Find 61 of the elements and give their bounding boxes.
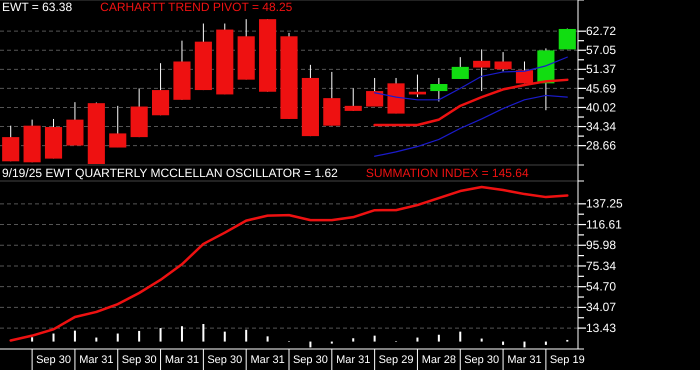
x-tick-label: Mar 31: [79, 354, 114, 366]
y-tick-label: 28.66: [586, 138, 616, 152]
x-tick-label: Sep 30: [122, 354, 157, 366]
text: CARHARTT TREND PIVOT = 48.25: [100, 0, 293, 14]
bar: [31, 337, 34, 342]
line-series: [374, 94, 568, 157]
y-tick-label: 95.98: [586, 238, 616, 252]
y-tick-label: 62.72: [586, 24, 616, 38]
x-tick-label: Mar 28: [422, 354, 456, 366]
bar: [202, 324, 204, 342]
x-tick-label: Mar 31: [336, 354, 370, 366]
x-tick-label: Sep 29: [378, 354, 414, 366]
x-tick-label: Mar 31: [164, 354, 200, 366]
x-tick-label: Mar 31: [250, 354, 285, 366]
candlestick: [408, 74, 426, 98]
x-tick-label: Sep 30: [207, 354, 242, 366]
bar: [52, 334, 55, 342]
bar: [416, 338, 418, 342]
y-tick-label: 13.43: [586, 320, 616, 335]
bar: [374, 336, 376, 342]
x-tick-label: Sep 30: [464, 354, 500, 366]
bar: [502, 342, 504, 345]
bar: [180, 326, 183, 342]
candlestick: [452, 56, 469, 80]
bar: [95, 338, 98, 342]
bar: [116, 334, 119, 342]
bar: [266, 336, 269, 342]
chart-title: 9/19/25 EWT QUARTERLY MCCLELLAN OSCILLATOR = 1.62: [2, 166, 338, 180]
bar: [74, 330, 76, 342]
bar: [245, 330, 248, 342]
candlestick: [494, 52, 512, 72]
bar: [438, 334, 440, 342]
y-tick-label: 75.34: [586, 258, 616, 273]
line-series: [9, 186, 569, 342]
bar: [224, 332, 226, 342]
x-tick-label: Sep 19: [550, 354, 585, 366]
candlestick: [344, 88, 362, 112]
y-tick-label: 116.61: [586, 217, 622, 232]
y-tick-label: 51.37: [586, 62, 616, 76]
y-tick-label: 54.70: [586, 280, 616, 294]
bar: [459, 332, 462, 342]
bar: [160, 328, 162, 342]
candlestick: [430, 77, 448, 102]
x-tick-label: Mar 31: [507, 354, 542, 366]
y-tick-label: 57.05: [586, 43, 616, 58]
y-tick-label: 45.69: [586, 81, 616, 96]
bar: [352, 338, 354, 342]
y-tick-label: 40.02: [586, 100, 616, 114]
y-tick-label: 34.34: [586, 119, 616, 134]
bar: [480, 338, 483, 342]
candlestick: [366, 77, 384, 108]
candlestick: [473, 48, 490, 92]
bar: [138, 330, 140, 342]
x-tick-label: Sep 30: [36, 354, 71, 366]
candlestick: [109, 105, 126, 148]
y-tick-label: 34.07: [586, 300, 616, 314]
x-tick-label: Sep 30: [292, 354, 328, 366]
bar: [544, 342, 547, 345]
chart-title: EWT = 63.38: [2, 0, 72, 14]
series-label: SUMMATION INDEX = 145.64: [366, 166, 529, 180]
y-tick-label: 137.25: [586, 196, 624, 211]
